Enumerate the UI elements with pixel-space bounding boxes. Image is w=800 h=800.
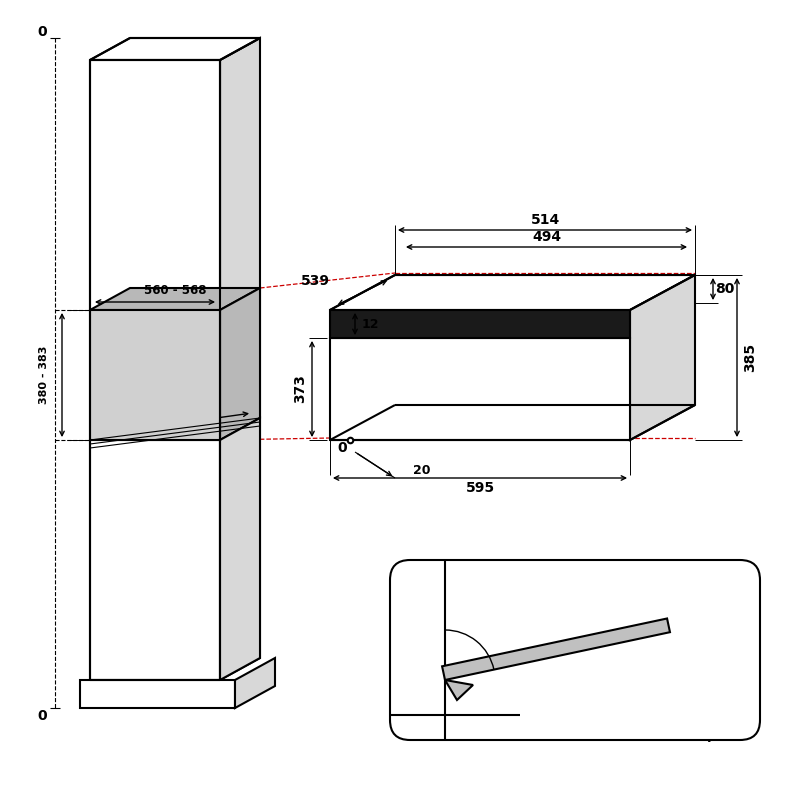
Polygon shape <box>630 275 695 440</box>
Text: 7: 7 <box>706 731 714 745</box>
Polygon shape <box>445 680 473 700</box>
Text: 0: 0 <box>37 25 47 39</box>
Polygon shape <box>220 418 260 680</box>
Text: 560 - 568: 560 - 568 <box>144 283 206 297</box>
Polygon shape <box>220 38 260 680</box>
Text: 373: 373 <box>293 374 307 403</box>
Polygon shape <box>90 310 220 440</box>
Polygon shape <box>330 275 695 310</box>
FancyBboxPatch shape <box>390 560 760 740</box>
Text: 380 - 383: 380 - 383 <box>39 346 49 404</box>
Text: 385: 385 <box>743 343 757 372</box>
Polygon shape <box>90 38 260 60</box>
Polygon shape <box>235 658 275 708</box>
Text: 595: 595 <box>466 481 494 495</box>
Polygon shape <box>90 440 220 680</box>
Polygon shape <box>330 338 630 440</box>
Text: 550: 550 <box>146 402 172 415</box>
Text: 12: 12 <box>362 318 378 330</box>
Polygon shape <box>90 288 260 310</box>
Polygon shape <box>330 310 630 338</box>
Polygon shape <box>220 288 260 440</box>
Text: 80: 80 <box>715 282 734 296</box>
Text: 539: 539 <box>301 274 330 288</box>
Polygon shape <box>80 680 235 708</box>
Text: 0: 0 <box>337 441 347 455</box>
Text: 20: 20 <box>413 463 430 477</box>
Text: 290: 290 <box>542 622 570 636</box>
Text: 85°: 85° <box>487 642 510 654</box>
Text: 514: 514 <box>530 213 560 227</box>
Polygon shape <box>442 618 670 680</box>
Text: 0: 0 <box>37 709 47 723</box>
Text: 494: 494 <box>532 230 561 244</box>
Text: 5: 5 <box>702 620 711 633</box>
Polygon shape <box>90 60 220 310</box>
